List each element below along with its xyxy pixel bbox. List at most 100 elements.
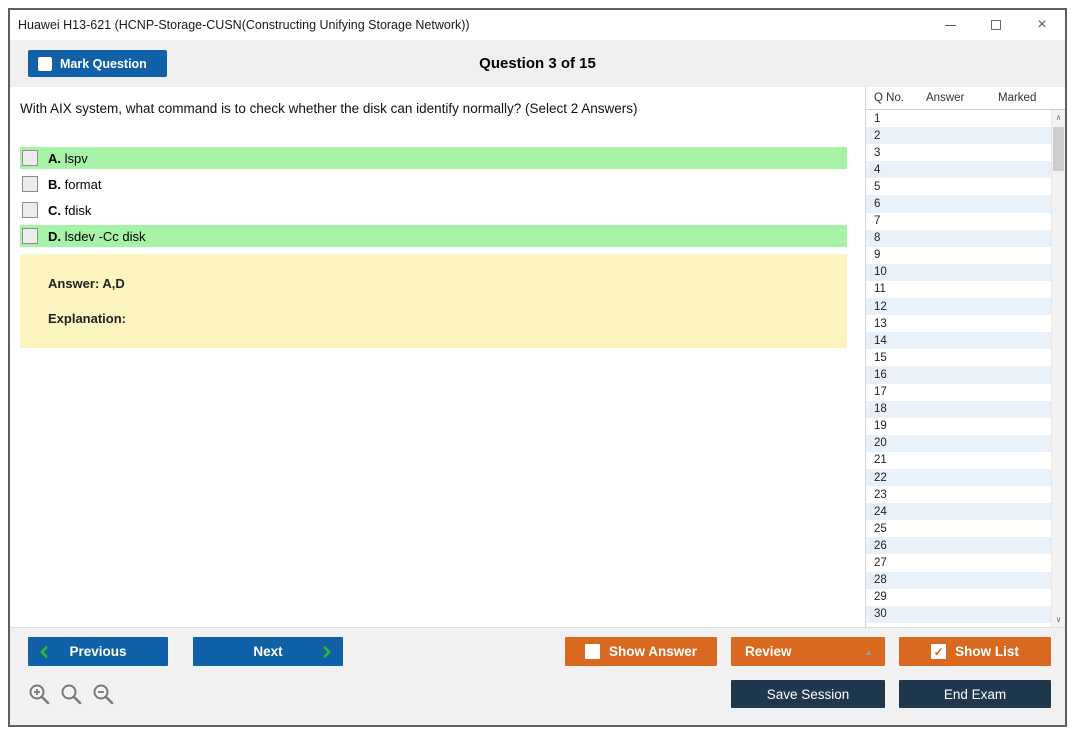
question-list-row[interactable]: 13 bbox=[874, 317, 887, 330]
option-d-label: D. lsdev -Cc disk bbox=[48, 228, 146, 244]
maximize-icon bbox=[991, 20, 1001, 30]
option-c-checkbox[interactable] bbox=[22, 202, 38, 218]
question-list-row[interactable]: 20 bbox=[866, 434, 1051, 452]
mark-question-checkbox[interactable] bbox=[38, 56, 52, 71]
question-list-panel: Q No. Answer Marked 1 2 3 4 5 6 7 8 9 10 11 12 13 14 1… bbox=[865, 87, 1065, 627]
question-list-row[interactable]: 17 bbox=[874, 386, 887, 399]
question-list-row[interactable]: 14 bbox=[866, 332, 1051, 350]
next-button[interactable]: Next bbox=[193, 637, 343, 666]
title-bar: Huawei H13-621 (HCNP-Storage-CUSN(Constr… bbox=[10, 10, 1065, 40]
zoom-reset-icon[interactable] bbox=[60, 683, 83, 706]
question-list-row[interactable]: 26 bbox=[866, 537, 1051, 555]
question-list-rows: 1 2 3 4 5 6 7 8 9 10 11 12 13 14 15 16 17 18 19 20 21 22 23 24 2… bbox=[866, 110, 1051, 627]
question-list-row[interactable]: 28 bbox=[866, 571, 1051, 589]
explanation-text: Explanation: bbox=[48, 311, 127, 326]
window-controls: × bbox=[927, 10, 1065, 40]
option-b-checkbox[interactable] bbox=[22, 176, 38, 192]
question-list-row[interactable]: 1 bbox=[874, 112, 881, 125]
minimize-button[interactable] bbox=[927, 10, 973, 40]
column-header-marked: Marked bbox=[998, 92, 1037, 104]
answer-text: Answer: A,D bbox=[48, 276, 125, 291]
question-text: With AIX system, what command is to chec… bbox=[20, 101, 638, 116]
option-a-label: A. lspv bbox=[48, 150, 88, 166]
review-button[interactable]: Review ▲ bbox=[731, 637, 885, 666]
option-b-label: B. format bbox=[48, 176, 102, 192]
review-label: Review bbox=[745, 644, 792, 659]
chevron-right-icon bbox=[322, 645, 331, 659]
question-list-header: Q No. Answer Marked bbox=[866, 87, 1065, 110]
question-list-row[interactable]: 24 bbox=[866, 503, 1051, 521]
question-list-row[interactable]: 27 bbox=[874, 556, 887, 569]
question-list-row[interactable]: 30 bbox=[866, 605, 1051, 623]
save-session-label: Save Session bbox=[766, 686, 850, 702]
question-list-row[interactable]: 15 bbox=[874, 351, 887, 364]
question-list-row[interactable]: 6 bbox=[866, 195, 1051, 213]
maximize-button[interactable] bbox=[973, 10, 1019, 40]
question-list-body: 1 2 3 4 5 6 7 8 9 10 11 12 13 14 15 16 17 18 19 20 21 22 23 24 2… bbox=[866, 110, 1065, 627]
option-c-label: C. fdisk bbox=[48, 202, 92, 218]
end-exam-label: End Exam bbox=[943, 686, 1007, 702]
save-session-button[interactable]: Save Session bbox=[731, 680, 885, 708]
end-exam-button[interactable]: End Exam bbox=[899, 680, 1051, 708]
app-window: Huawei H13-621 (HCNP-Storage-CUSN(Constr… bbox=[8, 8, 1067, 727]
question-list-row[interactable]: 10 bbox=[866, 263, 1051, 281]
question-list-row[interactable]: 22 bbox=[866, 468, 1051, 487]
question-list-row[interactable]: 18 bbox=[866, 400, 1051, 418]
window-title: Huawei H13-621 (HCNP-Storage-CUSN(Constr… bbox=[18, 18, 470, 32]
content-area: With AIX system, what command is to chec… bbox=[10, 87, 1065, 627]
mark-question-label: Mark Question bbox=[60, 56, 147, 71]
show-answer-label: Show Answer bbox=[608, 644, 697, 659]
answer-explanation-box: Answer: A,D Explanation: bbox=[20, 254, 847, 348]
show-answer-button[interactable]: Show Answer bbox=[565, 637, 717, 666]
scrollbar-thumb[interactable] bbox=[1053, 127, 1064, 171]
scroll-up-icon[interactable]: ∧ bbox=[1055, 113, 1062, 122]
bottom-toolbar: Previous Next Show Answer Review ▲ ✓ Sho… bbox=[10, 627, 1065, 725]
question-list-row[interactable]: 7 bbox=[874, 215, 881, 228]
previous-label: Previous bbox=[69, 644, 127, 659]
option-b[interactable]: B. format bbox=[20, 173, 847, 195]
question-list-row[interactable]: 12 bbox=[866, 298, 1051, 316]
show-list-label: Show List bbox=[955, 644, 1019, 659]
question-list-row[interactable]: 5 bbox=[874, 180, 881, 193]
question-list-row[interactable]: 3 bbox=[874, 146, 881, 159]
close-icon: × bbox=[1037, 16, 1047, 33]
question-list-row[interactable]: 11 bbox=[874, 283, 886, 296]
column-header-qno: Q No. bbox=[874, 92, 905, 104]
question-list-row[interactable]: 29 bbox=[874, 591, 887, 604]
zoom-in-icon[interactable] bbox=[28, 683, 51, 706]
question-list-row[interactable]: 8 bbox=[866, 229, 1051, 247]
dropdown-up-arrow-icon: ▲ bbox=[864, 646, 873, 657]
question-list-row[interactable]: 2 bbox=[866, 127, 1051, 145]
header-strip: Mark Question Question 3 of 15 bbox=[10, 40, 1065, 87]
previous-button[interactable]: Previous bbox=[28, 637, 168, 666]
show-answer-checkbox[interactable] bbox=[584, 644, 600, 659]
zoom-out-icon[interactable] bbox=[92, 683, 115, 706]
question-list-row[interactable]: 23 bbox=[874, 488, 887, 501]
zoom-toolbar bbox=[28, 683, 115, 706]
column-header-answer: Answer bbox=[926, 92, 965, 104]
question-list-row[interactable]: 25 bbox=[874, 522, 887, 535]
question-list-row[interactable]: 9 bbox=[874, 249, 881, 262]
mark-question-button[interactable]: Mark Question bbox=[28, 50, 167, 77]
option-d-checkbox[interactable] bbox=[22, 228, 38, 244]
option-c[interactable]: C. fdisk bbox=[20, 199, 847, 221]
question-counter: Question 3 of 15 bbox=[479, 55, 596, 72]
option-a-checkbox[interactable] bbox=[22, 150, 38, 166]
option-d[interactable]: D. lsdev -Cc disk bbox=[20, 225, 847, 247]
question-area: With AIX system, what command is to chec… bbox=[10, 87, 865, 627]
next-label: Next bbox=[253, 644, 283, 659]
question-list-row[interactable]: 19 bbox=[874, 420, 887, 433]
option-a[interactable]: A. lspv bbox=[20, 147, 847, 169]
question-list-scrollbar[interactable]: ∧ ∨ bbox=[1051, 110, 1065, 627]
chevron-left-icon bbox=[40, 645, 49, 659]
question-list-row[interactable]: 21 bbox=[874, 454, 887, 467]
scroll-down-icon[interactable]: ∨ bbox=[1055, 615, 1062, 624]
question-list-row[interactable]: 16 bbox=[866, 366, 1051, 384]
question-list-row[interactable]: 4 bbox=[866, 161, 1051, 179]
minimize-icon bbox=[944, 24, 956, 26]
options-list: A. lspv B. format C. fdisk D. lsdev -Cc … bbox=[20, 147, 847, 247]
checkmark-icon: ✓ bbox=[933, 644, 944, 659]
close-button[interactable]: × bbox=[1019, 10, 1065, 40]
show-list-checkbox[interactable]: ✓ bbox=[931, 644, 947, 659]
show-list-button[interactable]: ✓ Show List bbox=[899, 637, 1051, 666]
